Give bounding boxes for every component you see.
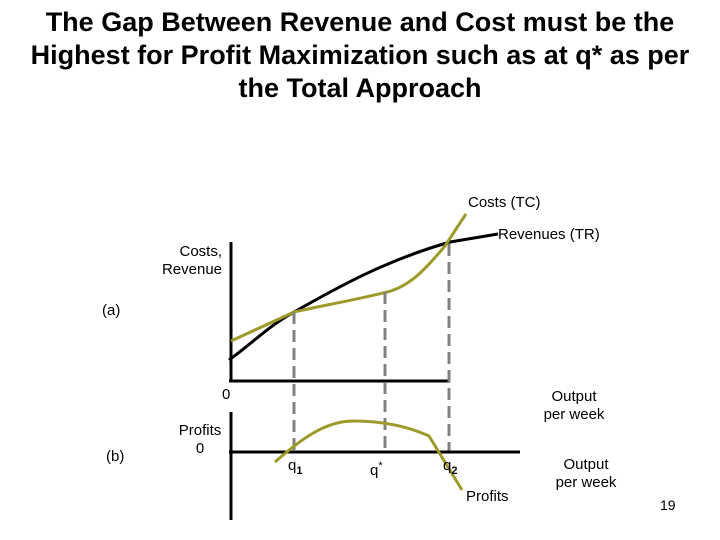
bottom-y-axis-label: Profits 0 [170,422,230,458]
top-y-axis-label: Costs, Revenue [140,243,222,279]
cost-curve [230,213,468,343]
top-x-axis-label-line1: Output [551,388,597,405]
q1-label: q1 [288,457,302,480]
costs-tc-label: Costs (TC) [468,194,541,211]
bottom-x-axis-label-line2: per week [555,474,617,491]
bottom-y-axis-label-line2: 0 [195,440,205,457]
top-x-axis-label: Output per week [534,388,614,424]
page-number: 19 [660,497,676,513]
bottom-x-axis-label-line1: Output [563,456,609,473]
panel-a-label: (a) [102,302,121,319]
q2-label-subscript: 2 [451,465,458,477]
qstar-label-base: q [370,462,379,479]
panel-b-label: (b) [106,448,125,465]
top-y-axis-label-line1: Costs, [179,243,222,260]
top-y-axis-label-line2: Revenue [161,261,222,278]
q1-label-subscript: 1 [296,465,303,477]
revenue-curve [228,232,499,362]
bottom-x-axis-label: Output per week [546,456,626,492]
profits-label: Profits [466,488,509,505]
revenues-tr-label: Revenues (TR) [498,226,600,243]
title-line-2: Highest for Profit Maximization such as … [30,40,690,70]
top-x-axis-label-line2: per week [543,406,605,423]
qstar-label-superscript: * [378,460,383,472]
profit-curve [274,419,464,491]
q2-label-base: q [443,457,452,474]
top-origin-label: 0 [222,386,231,403]
qstar-label: q* [370,457,383,480]
q1-label-base: q [288,457,297,474]
slide-title: The Gap Between Revenue and Cost must be… [0,6,720,105]
title-line-3: the Total Approach [238,73,482,103]
q2-label: q2 [443,457,457,480]
title-line-1: The Gap Between Revenue and Cost must be… [45,7,675,37]
bottom-y-axis-label-line1: Profits [178,422,222,439]
